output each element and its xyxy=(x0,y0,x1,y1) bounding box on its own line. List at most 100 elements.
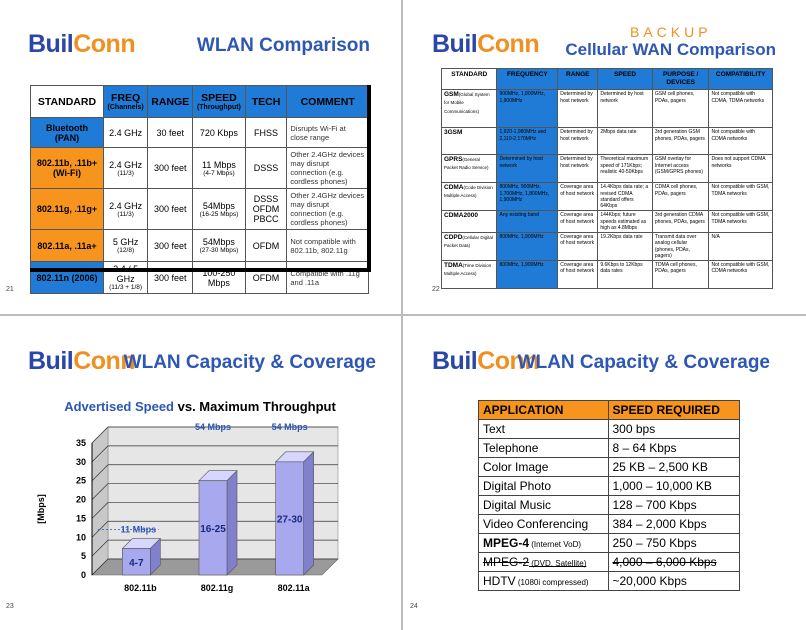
y-axis-label: [Mbps] xyxy=(36,494,46,524)
application-name: Digital Photo xyxy=(483,479,552,493)
freq-value: 2.4 GHz xyxy=(109,127,143,138)
cell-freq: 2.4 GHz (11/3) xyxy=(102,188,149,230)
table-row: Digital Photo 1,000 – 10,000 KB xyxy=(478,476,740,496)
table-row: HDTV (1080i compressed) ~20,000 Kbps xyxy=(478,571,740,591)
backup-label: BACKUP xyxy=(630,24,712,40)
cell-purpose: 3rd generation GSM phones, PDAs, pagers xyxy=(651,127,710,156)
cell-compat: Not compatible with CDMA networks xyxy=(708,127,773,156)
application-name: Color Image xyxy=(483,460,549,474)
slide-cellular-wan-comparison[interactable]: BuilConn BACKUP Cellular WAN Comparison … xyxy=(404,0,804,311)
cell-speed-required: 250 – 750 Kbps xyxy=(607,533,740,553)
advertised-speed-label: 54 Mbps xyxy=(195,422,231,432)
slide-title: WLAN Capacity & Coverage xyxy=(123,352,376,373)
standard-name: 3GSM xyxy=(444,129,463,137)
application-detail: (1080i compressed) xyxy=(515,578,589,587)
cell-comment: Other 2.4GHz devices may disrupt connect… xyxy=(286,147,369,189)
builconn-logo: BuilConn xyxy=(432,347,540,375)
freq-channels: (11/3 + 1/8) xyxy=(109,284,143,291)
cell-speed-required: 300 bps xyxy=(607,419,740,439)
cell-comment: Compatible with .11g and .11a xyxy=(286,261,369,294)
header-cell: RANGE xyxy=(557,67,599,91)
cell-range: Determined by host network xyxy=(557,127,599,156)
y-tick-label: 20 xyxy=(76,495,86,505)
speed-throughput: (16-25 Mbps) xyxy=(199,210,239,218)
cell-range: Coverage area of host network xyxy=(557,182,599,212)
page-number: 23 xyxy=(6,603,14,610)
gridline-side xyxy=(91,445,109,463)
chart-title: Advertised Speed vs. Maximum Throughput xyxy=(64,399,336,414)
x-tick-label: 802.11a xyxy=(278,583,311,593)
table-row: GPRS(General Packet Radio Service) Determ… xyxy=(440,154,773,184)
page-number: 22 xyxy=(432,286,440,293)
application-name: Telephone xyxy=(483,441,539,455)
application-detail: (Internet VoD) xyxy=(529,540,582,549)
cell-range: Coverage area of host network xyxy=(557,232,599,261)
table-header-row: STANDARD FREQ (Channels) RANGE SPEED (Thro… xyxy=(30,85,369,118)
speed-value: 720 Kbps xyxy=(199,127,238,138)
speed-value: 54Mbps xyxy=(202,200,235,211)
standard-name: CDMA2000 xyxy=(444,212,478,220)
chart-side-wall xyxy=(91,426,109,576)
cell-compat: Does not support CDMA networks xyxy=(708,154,773,184)
header-comment: COMMENT xyxy=(286,85,369,118)
cell-speed-required: 8 – 64 Kbps xyxy=(607,438,740,458)
cell-compat: Not compatible with GSM, TDMA networks xyxy=(708,182,773,212)
page-number: 21 xyxy=(6,286,14,293)
header-cell: SPEED xyxy=(597,67,653,91)
builconn-logo: BuilConn xyxy=(28,347,136,375)
table-header-row: STANDARD FREQUENCY RANGE SPEED PURPOSE / DEV… xyxy=(440,67,773,91)
cell-standard: 802.11g, .11g+ xyxy=(30,188,104,230)
slide-wlan-comparison[interactable]: BuilConn WLAN Comparison STANDARD FREQ (C… xyxy=(0,0,400,311)
slide-application-speed[interactable]: BuilConn WLAN Capacity & Coverage APPLIC… xyxy=(404,317,804,628)
cell-range: 30 feet xyxy=(147,117,194,148)
cell-comment: Other 2.4GHz devices may disrupt connect… xyxy=(286,188,369,230)
y-tick-label: 30 xyxy=(76,457,86,467)
slide-wlan-capacity-chart[interactable]: BuilConn WLAN Capacity & Coverage Advert… xyxy=(0,317,400,628)
table-row: Text 300 bps xyxy=(478,419,740,439)
table-row: 802.11n (2006) 2.4 / 5 GHz (11/3 + 1/8) 300… xyxy=(30,261,369,294)
slide-title: Cellular WAN Comparison xyxy=(565,40,776,59)
cell-speed: 54Mbps (27-30 Mbps) xyxy=(192,229,246,262)
cell-application: Video Conferencing xyxy=(478,514,609,534)
cell-compat: Not compatible with CDMA, TDMA networks xyxy=(708,89,773,129)
freq-value: 5 GHz xyxy=(112,237,139,247)
header-cell: FREQUENCY xyxy=(496,67,559,91)
speed-value: 100-250 Mbps xyxy=(202,267,236,288)
freq-value: 2.4 / 5 GHz xyxy=(113,264,139,284)
cell-tech: DSSS xyxy=(244,147,288,189)
throughput-bar-chart: 0 5 10 15 20 25 30 35 [Mbps] 4-7 802.11b 16-25 802.1… xyxy=(36,422,339,593)
cell-range: 300 feet xyxy=(147,147,194,189)
cell-application: Telephone xyxy=(478,438,609,458)
cell-freq: 2.4 GHz (11/3) xyxy=(102,147,149,189)
cell-standard: GSM(Global System for Mobile Communicati… xyxy=(440,89,498,129)
cell-tech: FHSS xyxy=(244,117,288,148)
gridline-side xyxy=(91,464,109,481)
cell-range: Determined by host network xyxy=(557,154,599,184)
application-name: HDTV xyxy=(483,574,516,588)
cell-speed-required: 384 – 2,000 Kbps xyxy=(607,514,740,534)
application-name: Digital Music xyxy=(483,498,552,512)
cell-freq: Determined by host network xyxy=(496,154,559,184)
bar-label: 27-30 xyxy=(277,514,303,525)
cell-purpose: GSM cell phones, PDAs, pagers xyxy=(651,89,710,129)
header-freq: FREQ (Channels) xyxy=(102,85,149,118)
freq-value: 2.4 GHz xyxy=(109,200,143,211)
x-tick-label: 802.11b xyxy=(124,583,157,593)
cell-speed-required: 25 KB – 2,500 KB xyxy=(607,457,740,477)
cell-compat: Not compatible with GSM, CDMA networks xyxy=(708,260,773,289)
cell-standard: GPRS(General Packet Radio Service) xyxy=(440,154,498,184)
cell-range: 300 feet xyxy=(147,261,194,294)
cell-application: Digital Music xyxy=(478,495,609,515)
cell-tech: OFDM xyxy=(244,229,288,262)
cell-range: Coverage area of host network xyxy=(557,260,599,289)
table-row: Color Image 25 KB – 2,500 KB xyxy=(478,457,740,477)
table-row: Telephone 8 – 64 Kbps xyxy=(478,438,740,458)
header-standard: STANDARD xyxy=(30,85,104,118)
cell-purpose: CDMA cell phones, PDAs, pagers xyxy=(651,182,710,212)
cell-purpose: GSM overlay for Internet access (GSM/GPR… xyxy=(651,154,710,184)
cell-speed: 144Kbps; future speeds estimated as high… xyxy=(597,210,653,233)
y-tick-label: 35 xyxy=(76,438,86,448)
speed-value: 11 Mbps xyxy=(202,159,236,170)
cell-freq: 800MHz, 900MHz, 1,700MHz, 1,800MHz, 1,90… xyxy=(496,182,559,212)
cell-range: 300 feet xyxy=(147,229,194,262)
